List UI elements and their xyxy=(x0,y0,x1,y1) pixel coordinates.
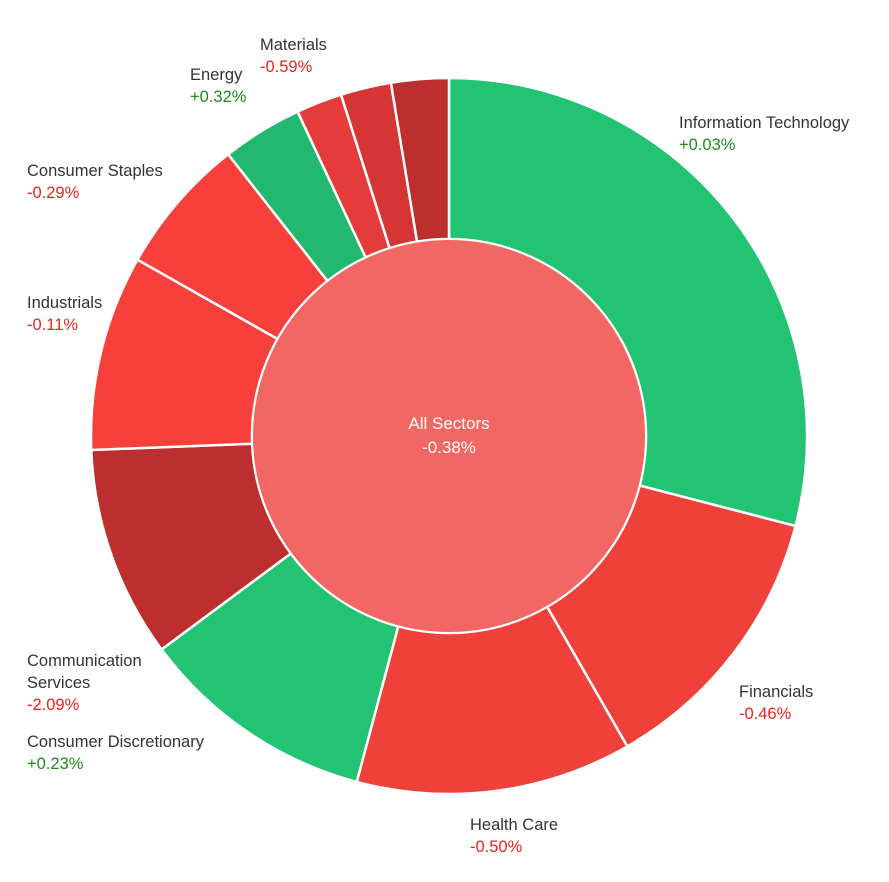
change-information-technology: +0.03% xyxy=(679,136,736,154)
change-financials: -0.46% xyxy=(739,705,792,723)
change-consumer-staples: -0.29% xyxy=(27,184,80,202)
label-consumer-staples: Consumer Staples xyxy=(27,162,163,180)
center-change: -0.38% xyxy=(422,438,476,457)
label-industrials: Industrials xyxy=(27,294,102,312)
center-disc[interactable] xyxy=(251,238,647,634)
label-information-technology: Information Technology xyxy=(679,114,850,132)
label-energy: Energy xyxy=(190,66,243,84)
center-label: All Sectors xyxy=(408,414,489,433)
change-consumer-discretionary: +0.23% xyxy=(27,755,84,773)
label-financials: Financials xyxy=(739,683,813,701)
change-industrials: -0.11% xyxy=(27,316,78,334)
label-consumer-discretionary: Consumer Discretionary xyxy=(27,733,205,751)
label-health-care: Health Care xyxy=(470,816,558,834)
change-materials: -0.59% xyxy=(260,58,313,76)
label-group: Information Technology +0.03% Financials -0… xyxy=(27,36,850,856)
label-materials: Materials xyxy=(260,36,327,54)
label-communication-services: Communication Services xyxy=(27,652,142,692)
change-communication-services: -2.09% xyxy=(27,696,80,714)
change-health-care: -0.50% xyxy=(470,838,523,856)
slice-group xyxy=(89,76,809,796)
change-energy: +0.32% xyxy=(190,88,247,106)
